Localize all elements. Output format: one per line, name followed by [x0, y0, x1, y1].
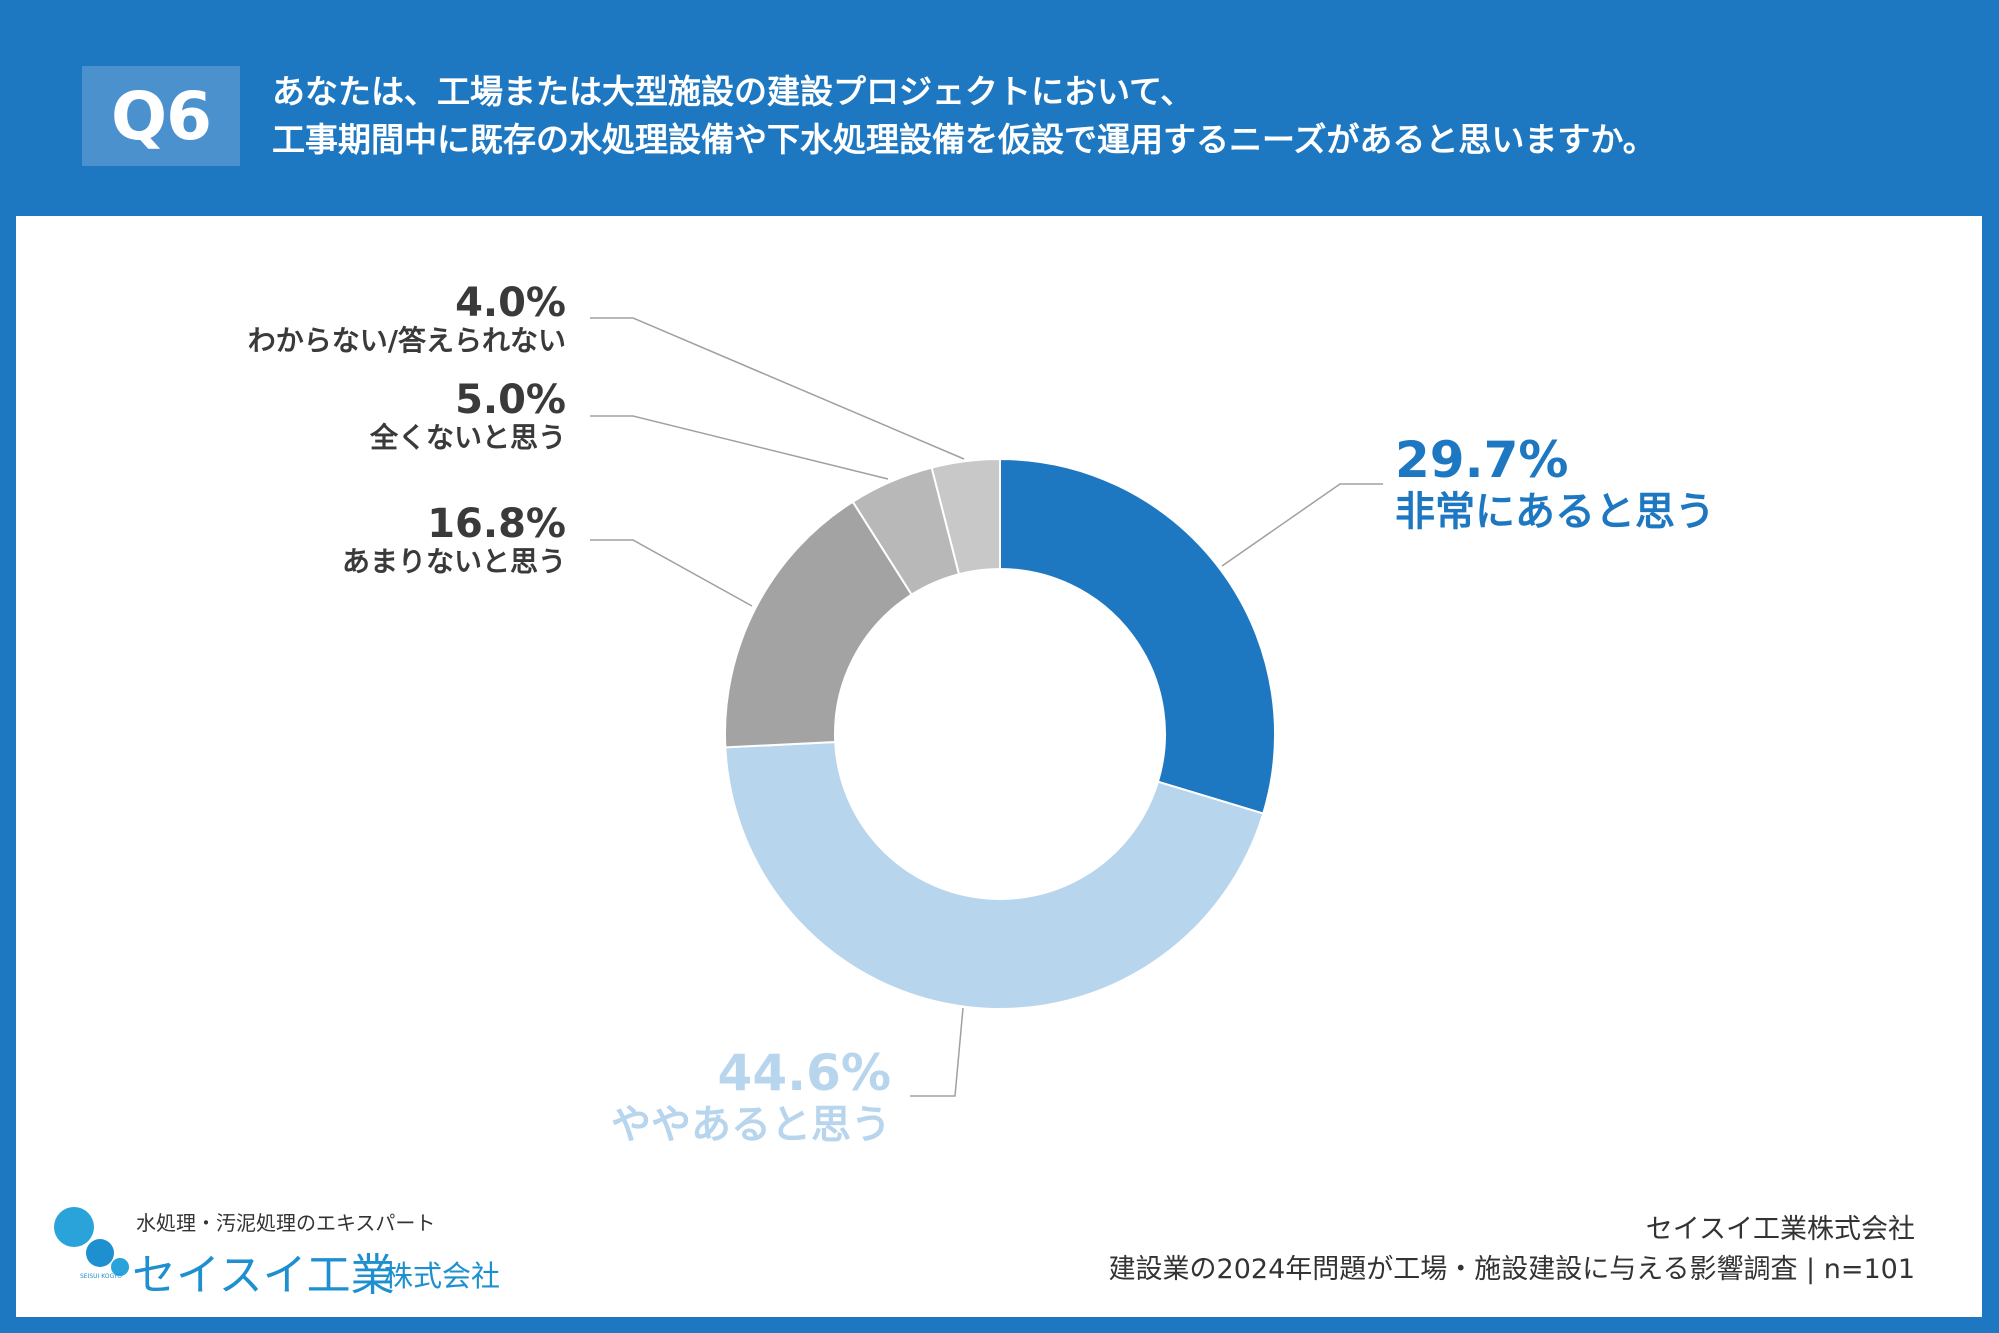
label-somewhat-yes: 44.6% ややあると思う	[611, 1048, 891, 1148]
label-not-at-all-category: 全くないと思う	[369, 421, 566, 454]
slice-dont-know	[930, 457, 1001, 576]
leader-line-dont-know	[590, 317, 965, 460]
label-dont-know-value: 4.0%	[455, 280, 566, 326]
leader-line-somewhat-yes	[910, 1007, 964, 1097]
chart-panel	[16, 216, 1982, 1317]
slice-strongly-yes	[999, 457, 1276, 815]
label-strongly-yes-value: 29.7%	[1395, 431, 1569, 489]
question-title: あなたは、工場または大型施設の建設プロジェクトにおいて、 工事期間中に既存の水処…	[272, 68, 1972, 164]
label-not-at-all: 5.0% 全くないと思う	[370, 380, 566, 454]
logo-mark-text: SEISUI KOGYO	[80, 1273, 122, 1280]
label-not-much-value: 16.8%	[427, 501, 566, 547]
label-not-much-category: あまりないと思う	[341, 545, 566, 578]
label-strongly-yes: 29.7% 非常にあると思う	[1395, 435, 1715, 535]
label-not-at-all-value: 5.0%	[455, 377, 566, 423]
label-not-much: 16.8% あまりないと思う	[342, 504, 566, 578]
question-line-1: あなたは、工場または大型施設の建設プロジェクトにおいて、	[272, 72, 1194, 111]
leader-line-strongly-yes	[1221, 483, 1383, 567]
logo-brand-sub: 株式会社	[384, 1259, 501, 1293]
label-somewhat-yes-value: 44.6%	[717, 1044, 891, 1102]
footer: セイスイ工業株式会社 建設業の2024年問題が工場・施設建設に与える影響調査 |…	[1109, 1210, 1915, 1290]
label-somewhat-yes-category: ややあると思う	[611, 1102, 891, 1148]
footer-company: セイスイ工業株式会社	[1645, 1214, 1915, 1245]
question-line-2: 工事期間中に既存の水処理設備や下水処理設備を仮設で運用するニーズがあると思います…	[272, 120, 1656, 159]
label-dont-know-category: わからない/答えられない	[247, 324, 566, 357]
logo-mark-icon: SEISUI KOGYO	[54, 1207, 129, 1280]
leader-line-not-at-all	[590, 415, 889, 480]
leader-line-not-much	[590, 539, 753, 607]
logo-tagline: 水処理・汚泥処理のエキスパート	[136, 1211, 436, 1235]
logo-brand: セイスイ工業	[132, 1250, 395, 1301]
label-dont-know: 4.0% わからない/答えられない	[248, 283, 566, 357]
slice-somewhat-yes	[724, 740, 1265, 1010]
label-strongly-yes-category: 非常にあると思う	[1395, 489, 1715, 535]
footer-survey: 建設業の2024年問題が工場・施設建設に与える影響調査 | n=101	[1108, 1254, 1915, 1285]
question-badge: Q6	[82, 66, 240, 166]
